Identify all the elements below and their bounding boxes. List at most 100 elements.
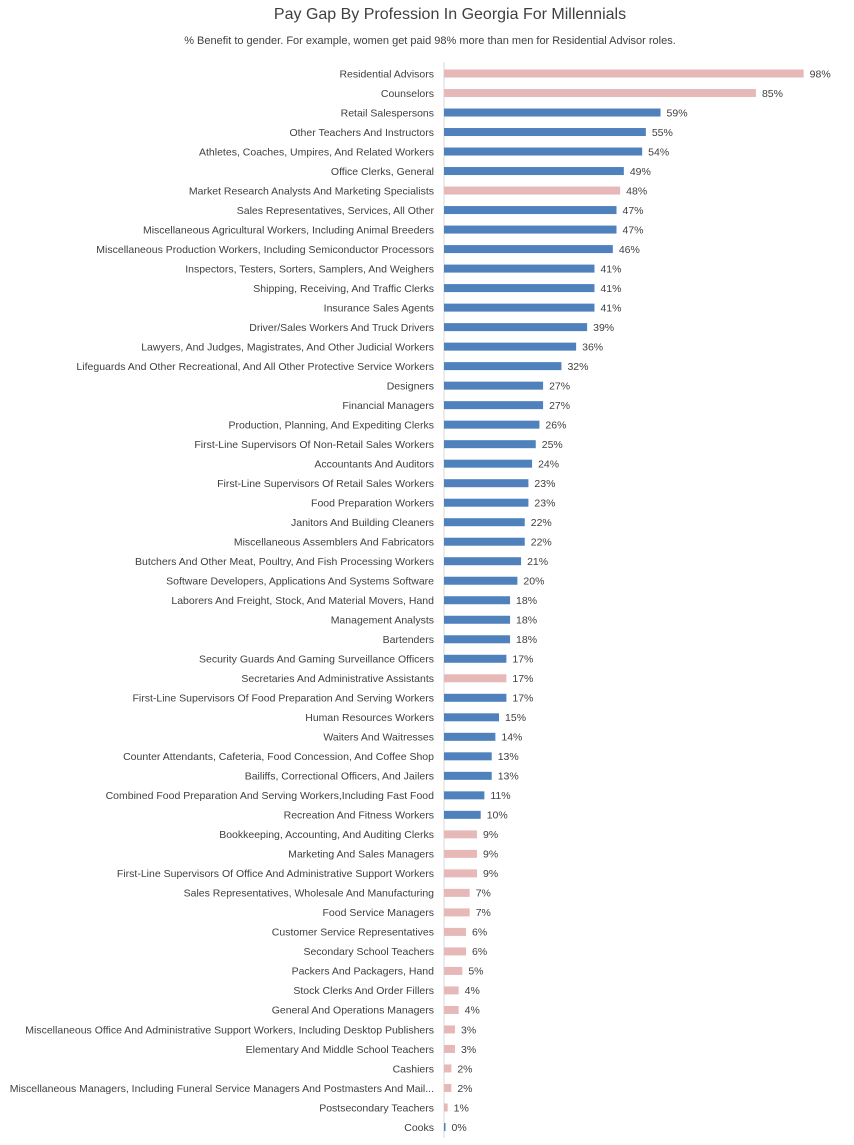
data-label: 9% (483, 849, 498, 861)
bar (444, 537, 525, 546)
category-label: General And Operations Managers (272, 1005, 434, 1017)
data-label: 9% (483, 868, 498, 880)
category-label: Miscellaneous Assemblers And Fabricators (234, 537, 434, 549)
data-label: 14% (501, 732, 522, 744)
bar (444, 1064, 452, 1073)
category-label: Secondary School Teachers (303, 946, 434, 958)
data-label: 54% (648, 146, 669, 158)
data-label: 24% (538, 458, 559, 470)
bar (444, 732, 496, 741)
category-label: Counselors (381, 88, 434, 100)
data-label: 3% (461, 1024, 476, 1036)
bar (444, 89, 756, 98)
category-label: Lawyers, And Judges, Magistrates, And Ot… (141, 341, 434, 353)
data-label: 11% (490, 790, 510, 802)
category-label: Lifeguards And Other Recreational, And A… (76, 361, 434, 373)
bar (444, 1044, 456, 1053)
bar (444, 869, 478, 878)
category-label: Recreation And Fitness Workers (284, 810, 434, 822)
bar (444, 771, 492, 780)
data-label: 47% (622, 224, 643, 236)
bar (444, 927, 467, 936)
bar (444, 1025, 456, 1034)
category-label: Security Guards And Gaming Surveillance … (199, 654, 434, 666)
data-label: 23% (534, 498, 555, 510)
category-label: First-Line Supervisors Of Non-Retail Sal… (194, 439, 434, 451)
category-label: Office Clerks, General (331, 166, 434, 178)
bar (444, 128, 646, 137)
data-label: 2% (457, 1083, 472, 1095)
category-label: Laborers And Freight, Stock, And Materia… (171, 595, 434, 607)
bar (444, 498, 529, 507)
category-label: Accountants And Auditors (314, 458, 434, 470)
category-label: Sales Representatives, Wholesale And Man… (184, 888, 435, 900)
category-label: Management Analysts (331, 615, 434, 627)
data-label: 7% (476, 888, 491, 900)
data-label: 98% (810, 68, 831, 80)
bar (444, 459, 533, 468)
bar (444, 693, 507, 702)
data-label: 18% (516, 634, 537, 646)
data-label: 2% (457, 1063, 472, 1075)
category-label: Cashiers (393, 1063, 434, 1075)
category-label: Janitors And Building Cleaners (291, 517, 434, 529)
category-label: Bailiffs, Correctional Officers, And Jai… (245, 771, 434, 783)
data-label: 17% (512, 693, 533, 705)
category-label: Miscellaneous Office And Administrative … (25, 1024, 434, 1036)
category-label: Packers And Packagers, Hand (292, 966, 435, 978)
category-label: Retail Salespersons (341, 107, 434, 119)
category-label: First-Line Supervisors Of Office And Adm… (117, 868, 434, 880)
bar (444, 518, 525, 527)
bar (444, 69, 804, 78)
bar (444, 323, 588, 332)
bar (444, 596, 511, 605)
bar (444, 284, 595, 293)
category-label: Cooks (404, 1122, 434, 1134)
data-label: 4% (465, 1005, 480, 1017)
category-label: First-Line Supervisors Of Retail Sales W… (217, 478, 434, 490)
data-label: 41% (600, 283, 621, 295)
category-label: Athletes, Coaches, Umpires, And Related … (199, 146, 434, 158)
bar (444, 752, 492, 761)
category-label: First-Line Supervisors Of Food Preparati… (132, 693, 434, 705)
bar (444, 225, 617, 234)
data-label: 13% (498, 771, 519, 783)
category-label: Inspectors, Testers, Sorters, Samplers, … (185, 263, 434, 275)
data-label: 36% (582, 341, 603, 353)
category-label: Postsecondary Teachers (319, 1102, 434, 1114)
category-label: Elementary And Middle School Teachers (246, 1044, 434, 1056)
bar (444, 947, 467, 956)
category-label: Waiters And Waitresses (323, 732, 434, 744)
data-label: 47% (622, 205, 643, 217)
data-label: 39% (593, 322, 614, 334)
category-label: Food Preparation Workers (311, 498, 434, 510)
data-label: 13% (498, 751, 519, 763)
data-label: 25% (542, 439, 563, 451)
category-label: Marketing And Sales Managers (288, 849, 434, 861)
bar (444, 557, 522, 566)
bar (444, 264, 595, 273)
category-label: Sales Representatives, Services, All Oth… (237, 205, 435, 217)
data-label: 27% (549, 400, 570, 412)
data-label: 17% (512, 654, 533, 666)
category-label: Bookkeeping, Accounting, And Auditing Cl… (219, 829, 434, 841)
data-label: 6% (472, 927, 487, 939)
bar (444, 186, 621, 195)
category-label: Stock Clerks And Order Fillers (293, 985, 434, 997)
bar (444, 810, 481, 819)
bar (444, 830, 478, 839)
bar (444, 713, 500, 722)
bar (444, 986, 459, 995)
data-label: 3% (461, 1044, 476, 1056)
data-label: 15% (505, 712, 526, 724)
data-label: 22% (531, 517, 552, 529)
bar (444, 401, 544, 410)
data-label: 41% (600, 302, 621, 314)
bar (444, 791, 485, 800)
bar (444, 674, 507, 683)
category-label: Bartenders (383, 634, 434, 646)
bar (444, 888, 470, 897)
bar (444, 908, 470, 917)
category-label: Miscellaneous Managers, Including Funera… (10, 1083, 434, 1095)
